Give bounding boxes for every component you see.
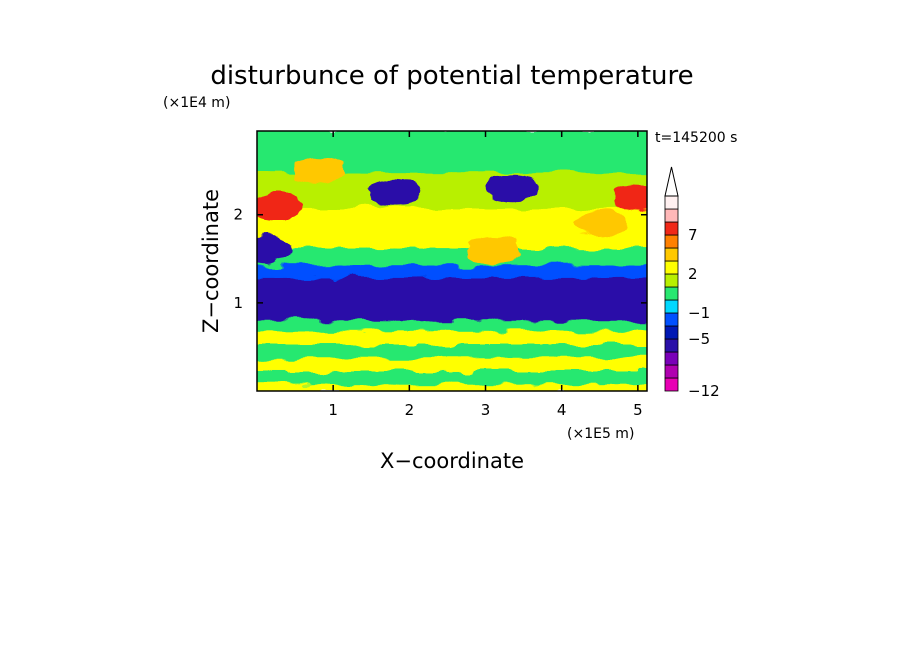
colorbar-segment <box>664 260 679 275</box>
contour-band <box>257 327 647 345</box>
contour-feature <box>257 191 303 220</box>
x-unit-label: (×1E5 m) <box>567 426 634 442</box>
contour-feature <box>573 209 626 238</box>
y-unit-label: (×1E4 m) <box>163 95 230 111</box>
colorbar-label: 2 <box>688 265 698 283</box>
colorbar-label: −1 <box>688 304 710 322</box>
contour-band <box>257 366 647 385</box>
colorbar-segment <box>664 377 679 392</box>
contour-field <box>257 131 647 391</box>
colorbar-segment <box>664 364 679 379</box>
colorbar-label: 7 <box>688 226 698 244</box>
time-label: t=145200 s <box>655 130 737 146</box>
colorbar-label: −5 <box>688 330 710 348</box>
contour-band <box>257 380 647 391</box>
contour-feature <box>257 235 291 264</box>
colorbar-segment <box>664 299 679 314</box>
colorbar: −12−5−127 <box>664 166 720 400</box>
contour-feature <box>467 235 520 264</box>
colorbar-segment <box>664 312 679 327</box>
colorbar-segment <box>664 351 679 366</box>
y-axis-label: Z−coordinate <box>199 189 223 333</box>
colorbar-extend-arrow <box>664 166 679 197</box>
colorbar-segment <box>664 234 679 249</box>
plot-frame <box>256 130 648 392</box>
colorbar-segment <box>664 338 679 353</box>
x-tick-label: 2 <box>405 401 415 419</box>
contour-feature <box>368 178 421 207</box>
colorbar-segment <box>664 286 679 301</box>
contour-feature <box>611 183 647 212</box>
colorbar-segment <box>664 221 679 236</box>
y-axis: 12 <box>233 206 647 312</box>
colorbar-label: −12 <box>688 382 720 400</box>
contour-band <box>257 274 647 321</box>
colorbar-segment <box>664 325 679 340</box>
x-tick-label: 1 <box>328 401 338 419</box>
contour-band <box>257 243 647 266</box>
colorbar-segment <box>664 208 679 223</box>
colorbar-segment <box>664 195 679 210</box>
contour-feature <box>486 174 539 203</box>
x-tick-label: 4 <box>557 401 567 419</box>
x-axis: 1 2 3 4 5 <box>328 131 643 419</box>
colorbar-segment <box>664 247 679 262</box>
contour-feature <box>291 156 344 185</box>
y-tick-label: 1 <box>233 294 243 312</box>
colorbar-segment <box>664 273 679 288</box>
x-tick-label: 3 <box>481 401 491 419</box>
contour-band <box>257 353 647 371</box>
chart-title: disturbunce of potential temperature <box>210 61 693 91</box>
y-tick-label: 2 <box>233 206 243 224</box>
contour-band <box>257 261 647 279</box>
contour-band <box>257 340 647 358</box>
x-axis-label: X−coordinate <box>380 449 524 473</box>
x-tick-label: 5 <box>633 401 643 419</box>
